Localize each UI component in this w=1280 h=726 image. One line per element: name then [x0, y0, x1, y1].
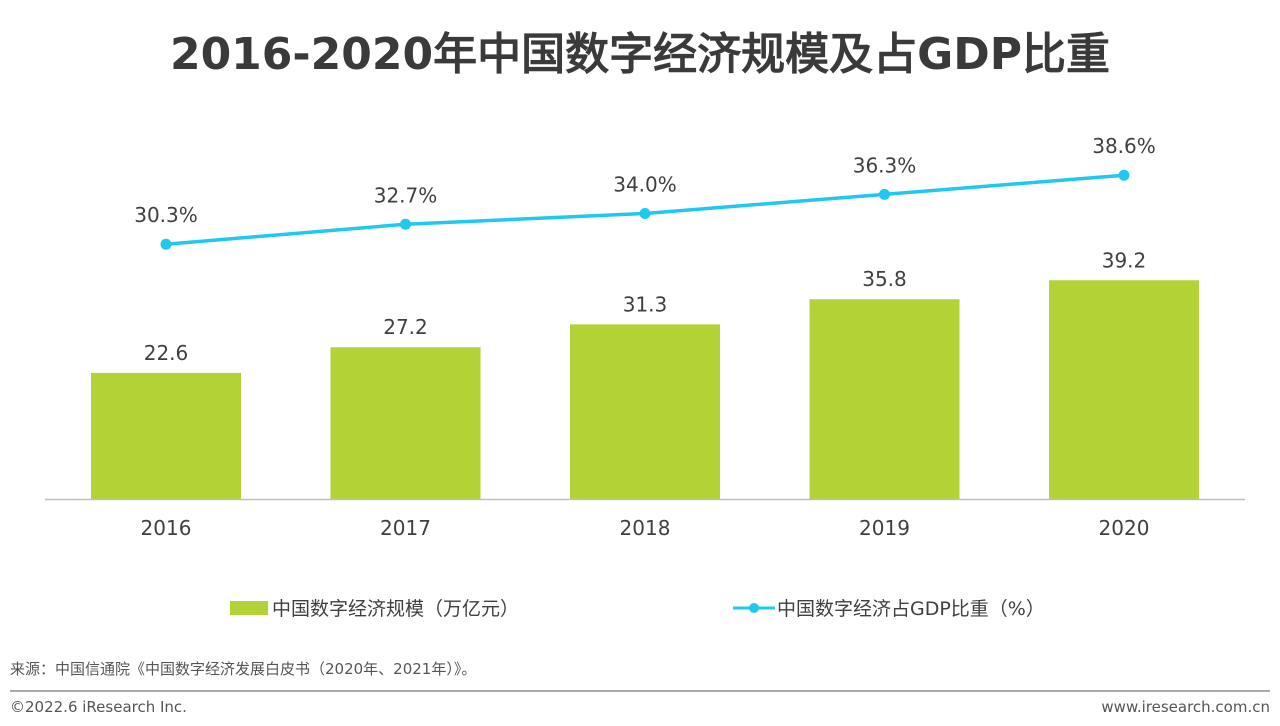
x-tick-2020: 2020	[1099, 516, 1150, 540]
chart-title: 2016-2020年中国数字经济规模及占GDP比重	[169, 29, 1111, 80]
line-label-2016: 30.3%	[134, 203, 198, 227]
line-label-2017: 32.7%	[374, 183, 438, 207]
bar-label-2019: 35.8	[862, 267, 907, 291]
line-point-2017	[400, 218, 411, 230]
line-label-2018: 34.0%	[613, 172, 677, 196]
x-tick-2018: 2018	[620, 516, 671, 540]
legend-item-bar: 中国数字经济规模（万亿元）	[230, 594, 519, 621]
legend-bar-label: 中国数字经济规模（万亿元）	[272, 598, 520, 620]
bar-label-2020: 39.2	[1102, 248, 1147, 272]
line-point-2018	[639, 207, 651, 219]
bar-2016	[91, 372, 241, 499]
legend-line-label: 中国数字经济占GDP比重（%）	[777, 598, 1045, 620]
bar-2017	[330, 347, 481, 499]
line-label-2020: 38.6%	[1092, 134, 1156, 158]
bar-2020	[1049, 280, 1199, 499]
bar-2019	[809, 299, 960, 499]
source-note: 来源：中国信通院《中国数字经济发展白皮书（2020年、2021年）》。	[10, 660, 477, 678]
chart: 22.6 2016 27.2 2017 31.3 2018 35.8 2019 39.2 2020…	[45, 134, 1245, 540]
website-link[interactable]: www.iresearch.com.cn	[1101, 698, 1270, 716]
line-point-2020	[1118, 169, 1130, 181]
legend-item-line: 中国数字经济占GDP比重（%）	[733, 594, 1045, 621]
bar-label-2018: 31.3	[623, 292, 668, 316]
bar-2018	[570, 324, 720, 499]
line-point-2019	[879, 188, 890, 200]
footer-divider	[10, 690, 1270, 692]
legend-line-swatch	[733, 602, 775, 613]
legend-bar-swatch	[230, 600, 268, 615]
x-tick-2016: 2016	[141, 516, 192, 540]
copyright: ©2022.6 iResearch Inc.	[10, 698, 187, 716]
line-point-2016	[160, 238, 172, 250]
bar-label-2016: 22.6	[144, 341, 189, 365]
x-tick-2017: 2017	[380, 516, 431, 540]
line-label-2019: 36.3%	[853, 153, 917, 177]
x-tick-2019: 2019	[859, 516, 910, 540]
bar-label-2017: 27.2	[383, 315, 428, 339]
